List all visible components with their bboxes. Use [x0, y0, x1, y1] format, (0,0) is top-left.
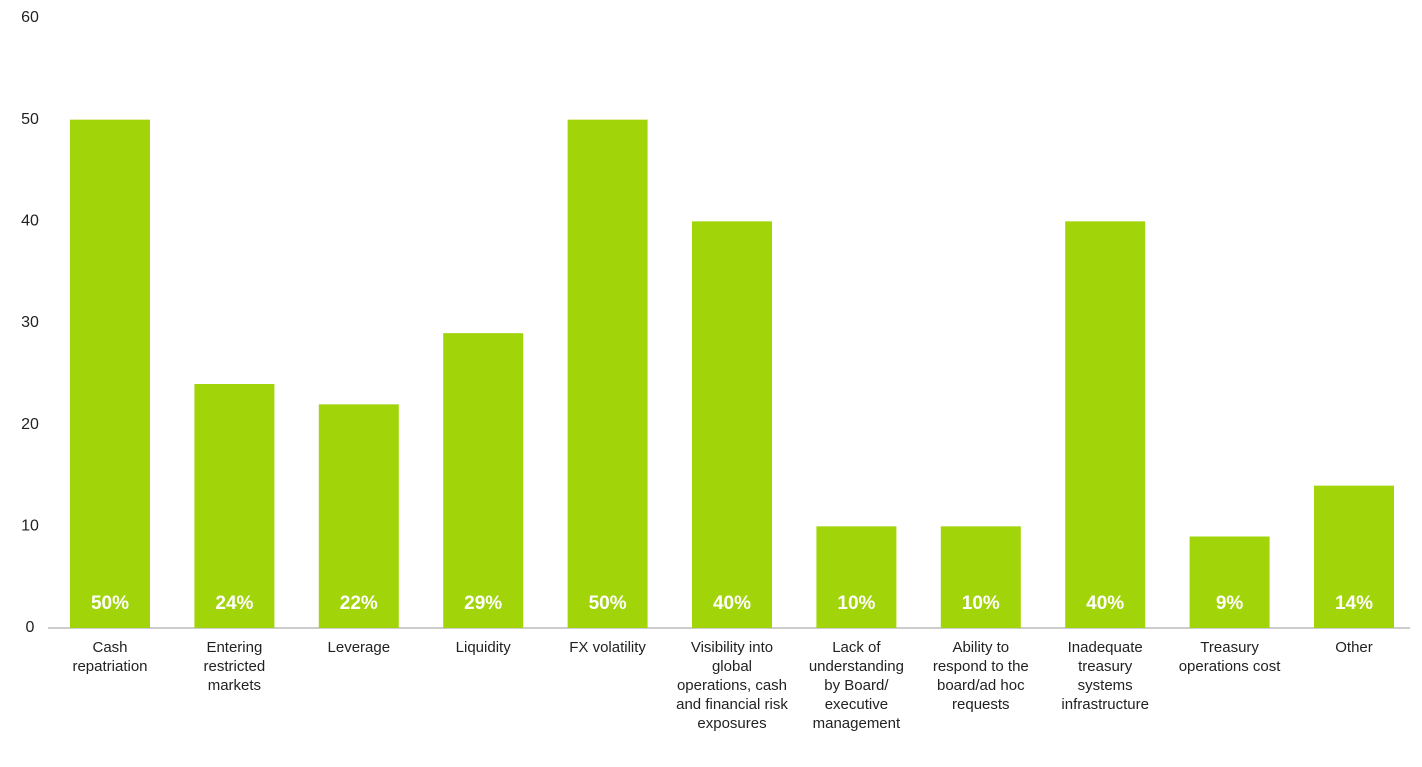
value-label: 50%: [91, 593, 129, 614]
value-label: 10%: [837, 593, 875, 614]
x-tick-label: Treasury operations cost: [1178, 639, 1281, 675]
bar: [1189, 536, 1270, 628]
bar: [1065, 221, 1146, 629]
bar: [692, 221, 772, 629]
value-label: 50%: [589, 593, 627, 614]
x-tick-label: FX volatility: [569, 639, 646, 656]
bar: [816, 526, 897, 628]
bar: [567, 119, 648, 629]
value-label: 24%: [215, 593, 253, 614]
value-label: 40%: [713, 593, 751, 614]
x-tick-label: Entering restricted markets: [203, 639, 266, 694]
bar: [940, 526, 1021, 628]
y-tick-label: 60: [21, 9, 39, 26]
value-label: 14%: [1335, 593, 1373, 614]
bar: [318, 404, 399, 628]
value-label: 40%: [1086, 593, 1124, 614]
x-tick-label: Liquidity: [455, 639, 511, 656]
x-tick-label: Other: [1335, 639, 1373, 656]
value-label: 22%: [340, 593, 378, 614]
y-tick-label: 40: [21, 213, 39, 230]
value-label: 10%: [962, 593, 1000, 614]
bar: [1314, 485, 1394, 628]
y-tick-label: 30: [21, 314, 39, 331]
bar: [70, 119, 150, 629]
value-label: 9%: [1216, 593, 1244, 614]
value-label: 29%: [464, 593, 502, 614]
y-tick-label: 10: [21, 518, 39, 535]
y-tick-label: 0: [26, 619, 35, 636]
bar: [194, 384, 275, 628]
x-tick-label: Ability to respond to the board/ad hoc r…: [932, 639, 1029, 713]
x-tick-label: Leverage: [327, 639, 391, 656]
x-tick-label: Cash repatriation: [72, 639, 148, 675]
bar: [443, 333, 524, 628]
y-tick-label: 50: [21, 111, 39, 128]
y-tick-label: 20: [21, 416, 39, 433]
x-tick-label: Lack of understanding by Board/ executiv…: [808, 639, 904, 732]
x-tick-label: Visibility into global operations, cash …: [676, 639, 788, 732]
x-tick-label: Inadequate treasury systems infrastructu…: [1061, 639, 1149, 713]
